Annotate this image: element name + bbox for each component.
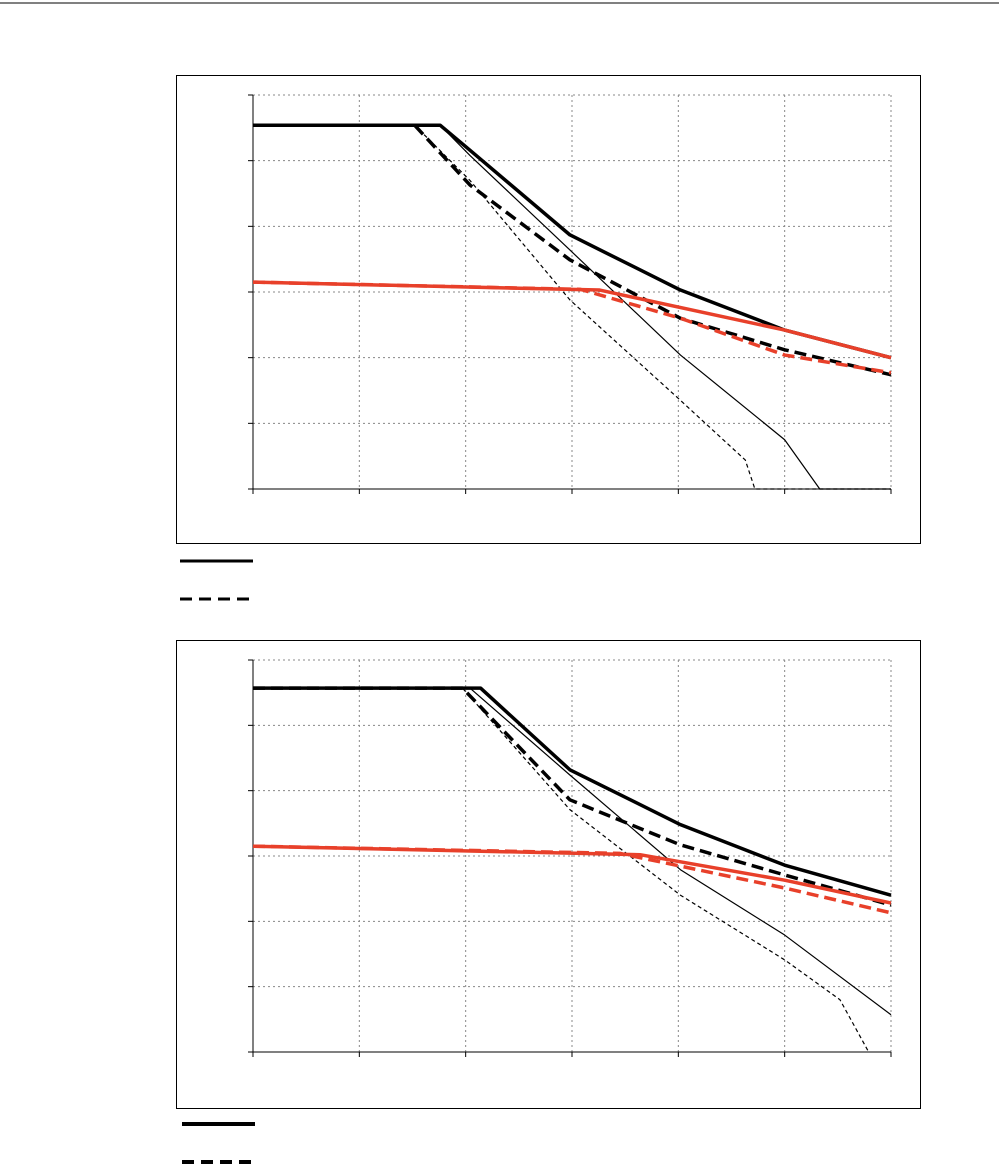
series-line [253,687,870,1053]
series-line [253,687,892,1016]
series-line [252,844,892,915]
chart-frame [176,75,921,544]
series-line [253,124,891,490]
chart-frame [176,640,921,1109]
series-line [253,124,891,490]
series-line [253,123,892,377]
series-line [252,280,892,375]
series-line [252,844,892,905]
